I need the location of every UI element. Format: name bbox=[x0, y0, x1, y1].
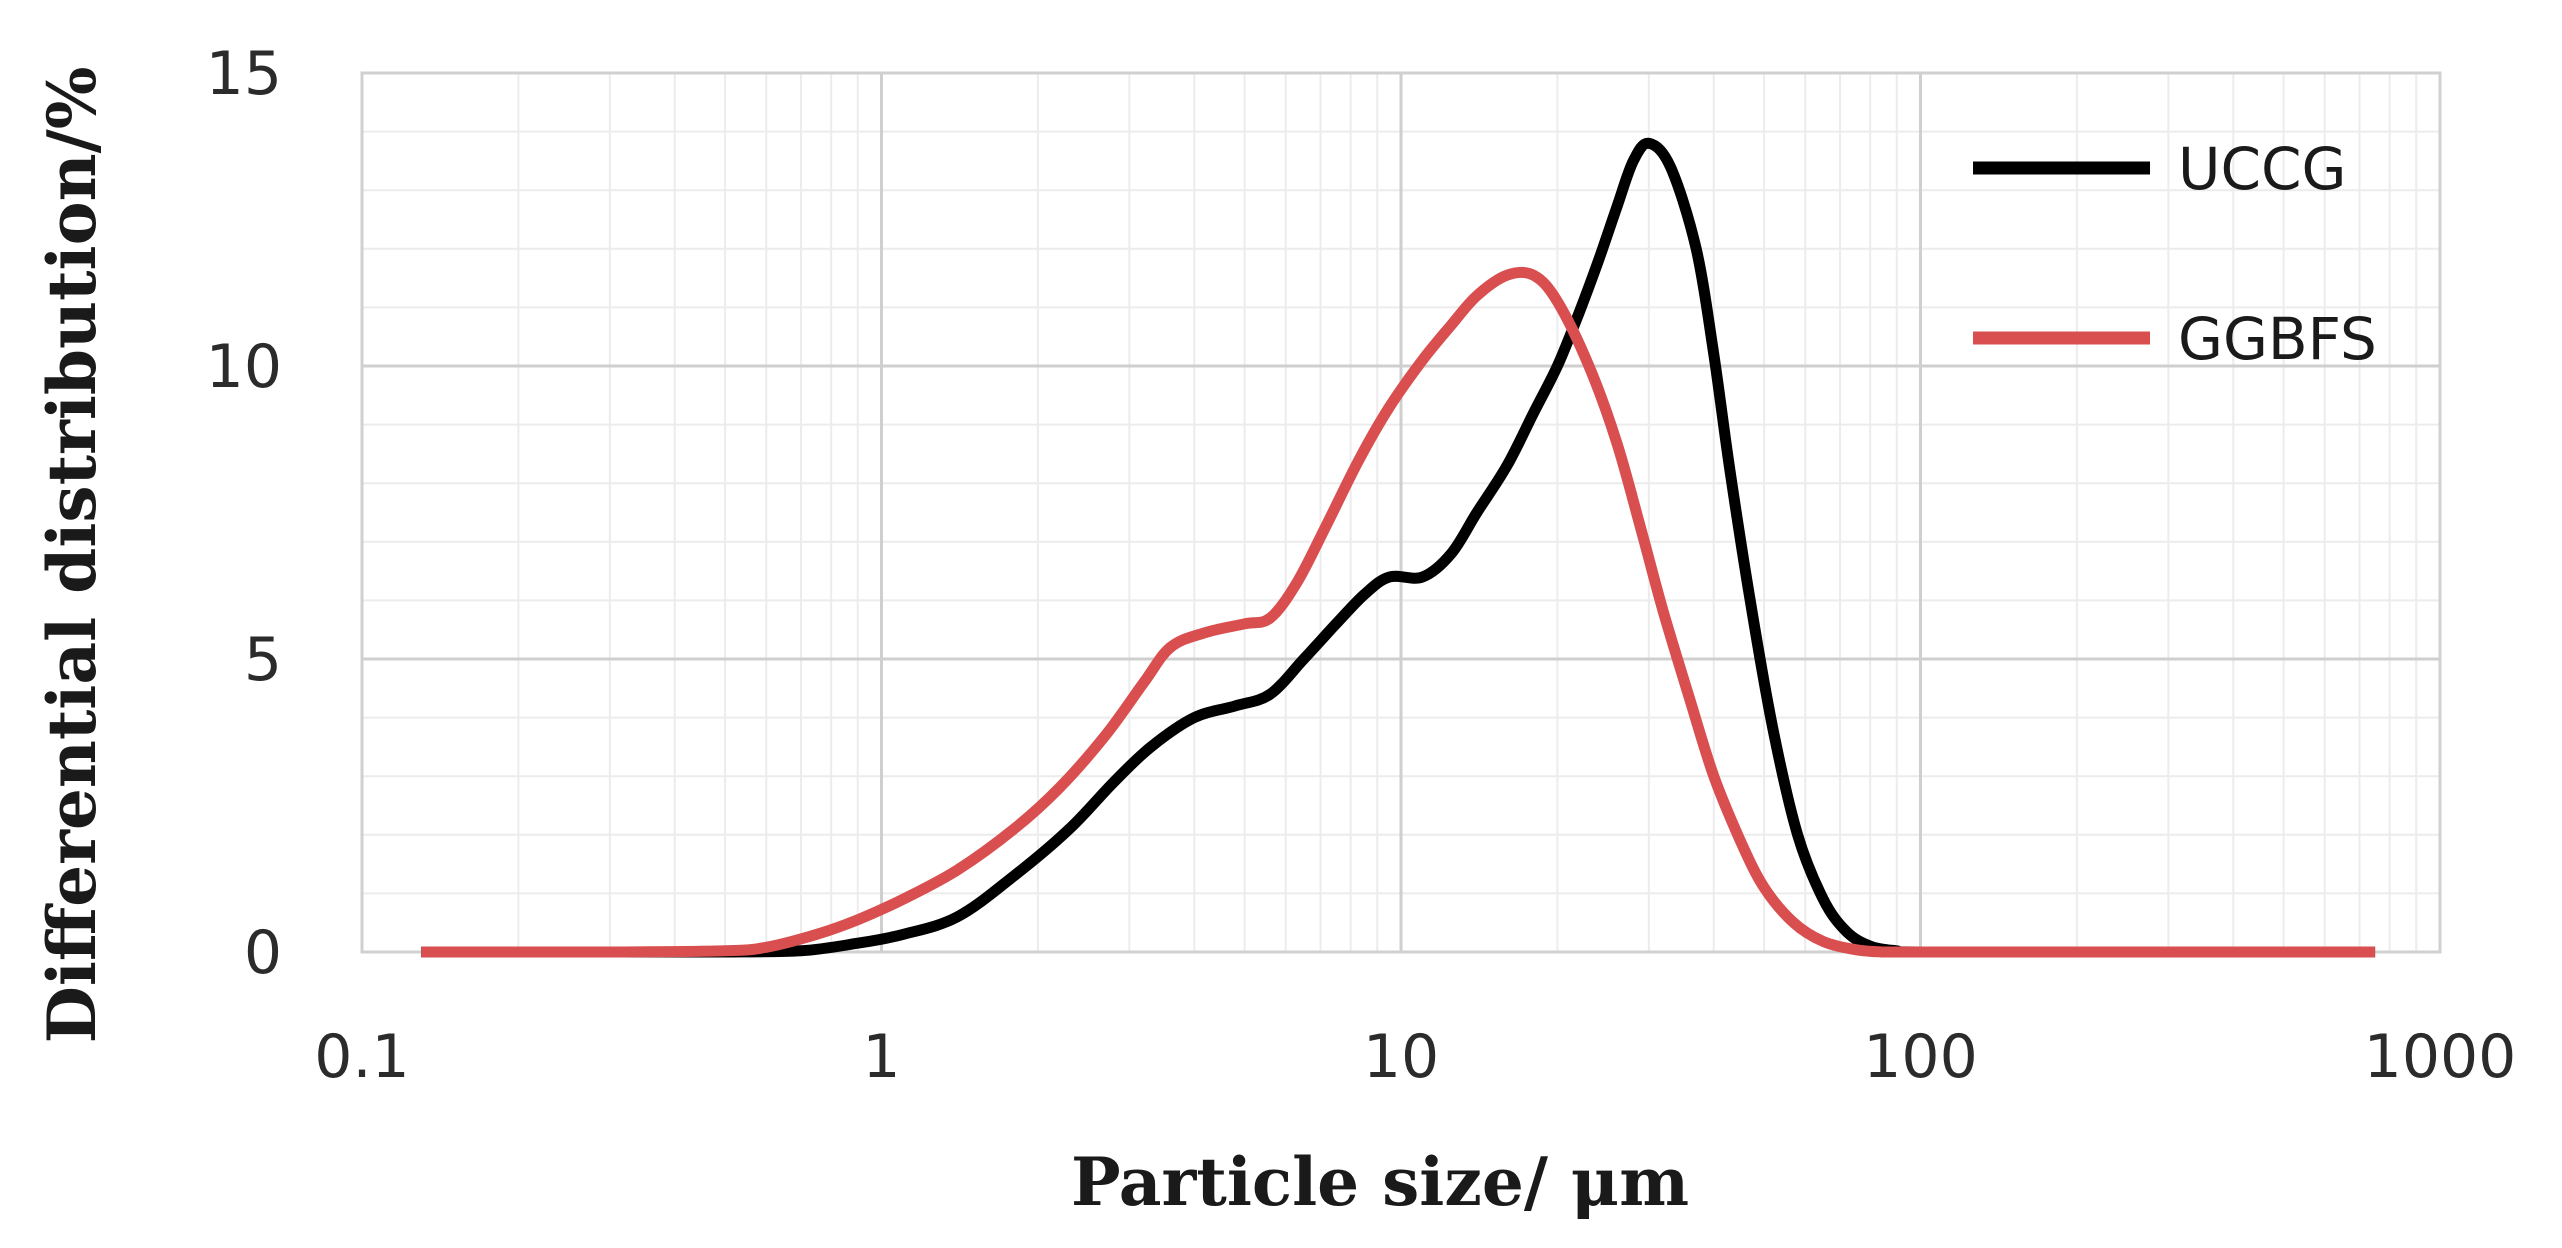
legend-label-ggbfs: GGBFS bbox=[2178, 305, 2377, 373]
y-tick-label: 0 bbox=[244, 918, 282, 988]
x-tick-label: 100 bbox=[1863, 1022, 1978, 1092]
x-tick-label: 1 bbox=[862, 1022, 900, 1092]
legend: UCCG GGBFS bbox=[1973, 135, 2377, 373]
x-tick-label: 10 bbox=[1363, 1022, 1439, 1092]
minor-gridlines bbox=[362, 73, 2440, 952]
plot-frame bbox=[360, 71, 2442, 954]
x-tick-label: 1000 bbox=[2364, 1022, 2517, 1092]
series-layer bbox=[421, 137, 2376, 958]
y-tick-label: 15 bbox=[206, 39, 282, 109]
series-line-ggbfs bbox=[421, 266, 2376, 958]
y-axis-title: Differential distribution/% bbox=[33, 67, 111, 1044]
series-line-uccg bbox=[421, 137, 2376, 958]
x-tick-label: 0.1 bbox=[314, 1022, 409, 1092]
legend-label-uccg: UCCG bbox=[2178, 135, 2346, 203]
y-tick-labels: 0 5 10 15 bbox=[206, 39, 282, 988]
x-axis-title: Particle size/ μm bbox=[1071, 1143, 1689, 1221]
x-tick-labels: 0.1 1 10 100 1000 bbox=[314, 1022, 2516, 1092]
y-tick-label: 10 bbox=[206, 332, 282, 402]
major-gridlines bbox=[360, 71, 2442, 954]
y-tick-label: 5 bbox=[244, 625, 282, 695]
